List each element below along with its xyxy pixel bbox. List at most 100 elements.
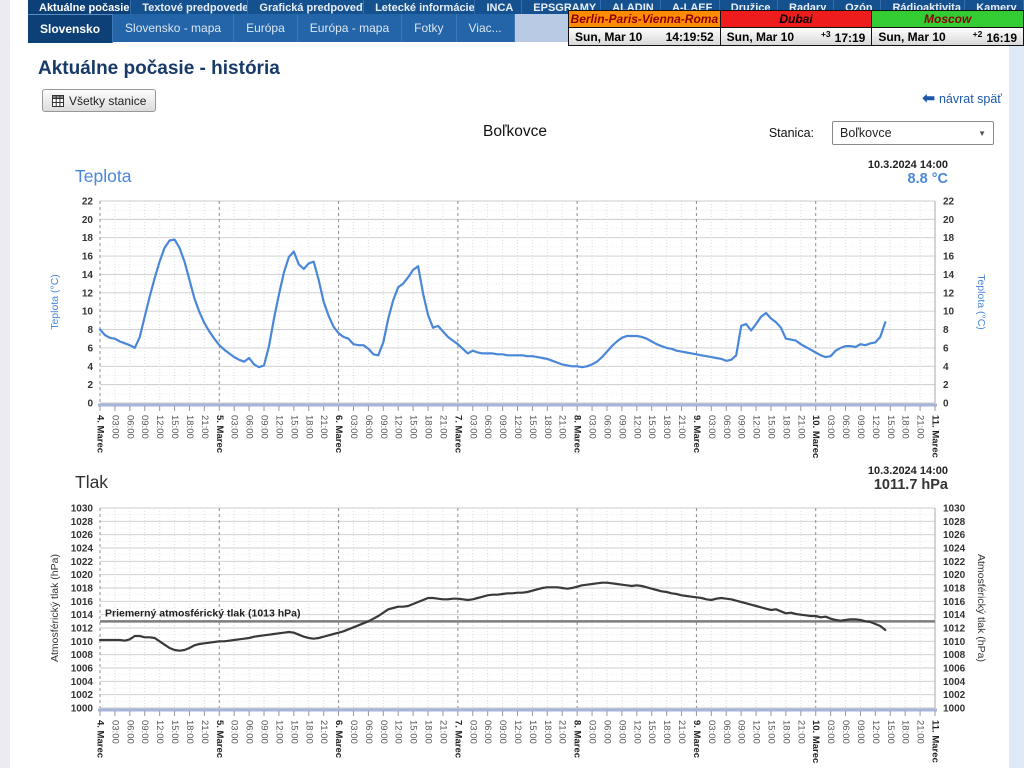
chevron-down-icon: ▼ bbox=[978, 128, 986, 138]
svg-text:03:00: 03:00 bbox=[229, 720, 240, 744]
svg-text:2: 2 bbox=[87, 380, 93, 391]
svg-text:03:00: 03:00 bbox=[706, 720, 717, 744]
svg-text:09:00: 09:00 bbox=[497, 720, 508, 744]
svg-text:11. Marec: 11. Marec bbox=[930, 415, 941, 458]
svg-text:03:00: 03:00 bbox=[348, 720, 359, 744]
svg-text:1028: 1028 bbox=[71, 517, 94, 528]
back-link[interactable]: ⬅ návrat späť bbox=[922, 90, 1002, 107]
station-select[interactable]: Boľkovce ▼ bbox=[832, 121, 994, 145]
top-tab-inca[interactable]: INCA bbox=[475, 0, 523, 16]
clock-time-row: Sun, Mar 10 +3 17:19 bbox=[720, 28, 872, 45]
svg-text:5. Marec: 5. Marec bbox=[214, 415, 225, 453]
svg-text:21:00: 21:00 bbox=[199, 415, 210, 439]
left-edge-strip bbox=[0, 0, 10, 768]
svg-text:21:00: 21:00 bbox=[199, 720, 210, 744]
svg-text:1024: 1024 bbox=[943, 544, 966, 555]
svg-text:1014: 1014 bbox=[943, 610, 966, 621]
svg-text:1028: 1028 bbox=[943, 517, 966, 528]
clock-city-label: Moscow bbox=[872, 11, 1024, 28]
clock-moscow: Moscow Sun, Mar 10 +2 16:19 bbox=[872, 10, 1024, 46]
svg-text:15:00: 15:00 bbox=[527, 720, 538, 744]
sub-tab-slovensko[interactable]: Slovensko bbox=[28, 14, 114, 43]
svg-text:12:00: 12:00 bbox=[512, 720, 523, 744]
top-tab-letecke-informacie[interactable]: Letecké informácie bbox=[364, 0, 476, 16]
clock-berlin-paris-vienna-roma: Berlin-Paris-Vienna-Roma Sun, Mar 10 14:19… bbox=[568, 10, 721, 46]
sub-tab-fotky[interactable]: Fotky bbox=[402, 14, 457, 42]
svg-text:06:00: 06:00 bbox=[124, 720, 135, 744]
svg-text:21:00: 21:00 bbox=[318, 720, 329, 744]
svg-text:03:00: 03:00 bbox=[467, 720, 478, 744]
svg-text:03:00: 03:00 bbox=[706, 415, 717, 439]
svg-text:03:00: 03:00 bbox=[825, 720, 836, 744]
svg-text:1008: 1008 bbox=[943, 650, 966, 661]
sub-tab-europa[interactable]: Európa bbox=[234, 14, 298, 42]
svg-text:12:00: 12:00 bbox=[631, 415, 642, 439]
svg-text:12:00: 12:00 bbox=[631, 720, 642, 744]
svg-text:03:00: 03:00 bbox=[109, 720, 120, 744]
svg-text:15:00: 15:00 bbox=[169, 720, 180, 744]
svg-text:6. Marec: 6. Marec bbox=[333, 720, 344, 758]
station-title: Boľkovce bbox=[483, 123, 547, 140]
world-clocks: Berlin-Paris-Vienna-Roma Sun, Mar 10 14:19… bbox=[568, 10, 1024, 46]
svg-text:09:00: 09:00 bbox=[616, 415, 627, 439]
svg-text:1022: 1022 bbox=[943, 557, 966, 568]
clock-date: Sun, Mar 10 bbox=[878, 29, 946, 44]
page-title: Aktuálne počasie - história bbox=[38, 58, 280, 79]
back-arrow-icon: ⬅ bbox=[922, 90, 935, 107]
sub-tab-viac[interactable]: Viac... bbox=[456, 14, 515, 42]
svg-text:12:00: 12:00 bbox=[870, 720, 881, 744]
svg-text:09:00: 09:00 bbox=[139, 720, 150, 744]
top-tab-graficka-predpoved[interactable]: Grafická predpoveď bbox=[248, 0, 365, 16]
all-stations-button[interactable]: Všetky stanice bbox=[42, 89, 157, 112]
svg-text:09:00: 09:00 bbox=[378, 720, 389, 744]
svg-text:09:00: 09:00 bbox=[855, 720, 866, 744]
svg-text:4. Marec: 4. Marec bbox=[95, 720, 106, 758]
svg-text:12:00: 12:00 bbox=[154, 415, 165, 439]
sub-tab-slovensko-mapa[interactable]: Slovensko - mapa bbox=[113, 14, 235, 42]
svg-text:1010: 1010 bbox=[943, 637, 966, 648]
top-tab-textove-predpovede[interactable]: Textové predpovede bbox=[131, 0, 249, 16]
svg-text:22: 22 bbox=[943, 197, 955, 208]
svg-text:8. Marec: 8. Marec bbox=[572, 415, 583, 453]
svg-text:03:00: 03:00 bbox=[825, 415, 836, 439]
svg-text:0: 0 bbox=[943, 399, 949, 410]
svg-text:18:00: 18:00 bbox=[184, 415, 195, 439]
svg-text:1012: 1012 bbox=[943, 624, 966, 635]
svg-text:1030: 1030 bbox=[71, 504, 94, 515]
svg-text:03:00: 03:00 bbox=[587, 415, 598, 439]
svg-text:21:00: 21:00 bbox=[437, 415, 448, 439]
svg-text:12:00: 12:00 bbox=[154, 720, 165, 744]
svg-text:18:00: 18:00 bbox=[184, 720, 195, 744]
svg-text:18:00: 18:00 bbox=[661, 415, 672, 439]
svg-text:1022: 1022 bbox=[71, 557, 94, 568]
svg-text:15:00: 15:00 bbox=[288, 720, 299, 744]
svg-text:1016: 1016 bbox=[71, 597, 94, 608]
top-tab-aktualne-pocasie[interactable]: Aktuálne počasie bbox=[28, 0, 132, 16]
clock-city-label: Dubai bbox=[720, 11, 872, 28]
svg-text:18:00: 18:00 bbox=[780, 720, 791, 744]
svg-text:09:00: 09:00 bbox=[736, 415, 747, 439]
svg-text:15:00: 15:00 bbox=[765, 415, 776, 439]
svg-text:Atmosférický tlak (hPa): Atmosférický tlak (hPa) bbox=[49, 554, 61, 662]
sub-tab-europa-mapa[interactable]: Európa - mapa bbox=[297, 14, 403, 42]
svg-text:15:00: 15:00 bbox=[527, 415, 538, 439]
svg-text:8: 8 bbox=[943, 325, 949, 336]
svg-text:06:00: 06:00 bbox=[482, 720, 493, 744]
svg-text:15:00: 15:00 bbox=[885, 415, 896, 439]
clock-utc-offset: +3 bbox=[820, 28, 831, 39]
clock-time: +2 16:19 bbox=[972, 28, 1018, 45]
clock-date: Sun, Mar 10 bbox=[575, 29, 643, 44]
svg-text:8: 8 bbox=[87, 325, 93, 336]
svg-text:06:00: 06:00 bbox=[601, 720, 612, 744]
svg-text:18:00: 18:00 bbox=[900, 720, 911, 744]
svg-text:06:00: 06:00 bbox=[482, 415, 493, 439]
right-edge-strip bbox=[1009, 46, 1024, 768]
svg-text:06:00: 06:00 bbox=[840, 415, 851, 439]
svg-text:18:00: 18:00 bbox=[542, 415, 553, 439]
svg-text:1026: 1026 bbox=[943, 530, 966, 541]
svg-text:1006: 1006 bbox=[71, 664, 94, 675]
svg-text:1016: 1016 bbox=[943, 597, 966, 608]
svg-text:18:00: 18:00 bbox=[542, 720, 553, 744]
